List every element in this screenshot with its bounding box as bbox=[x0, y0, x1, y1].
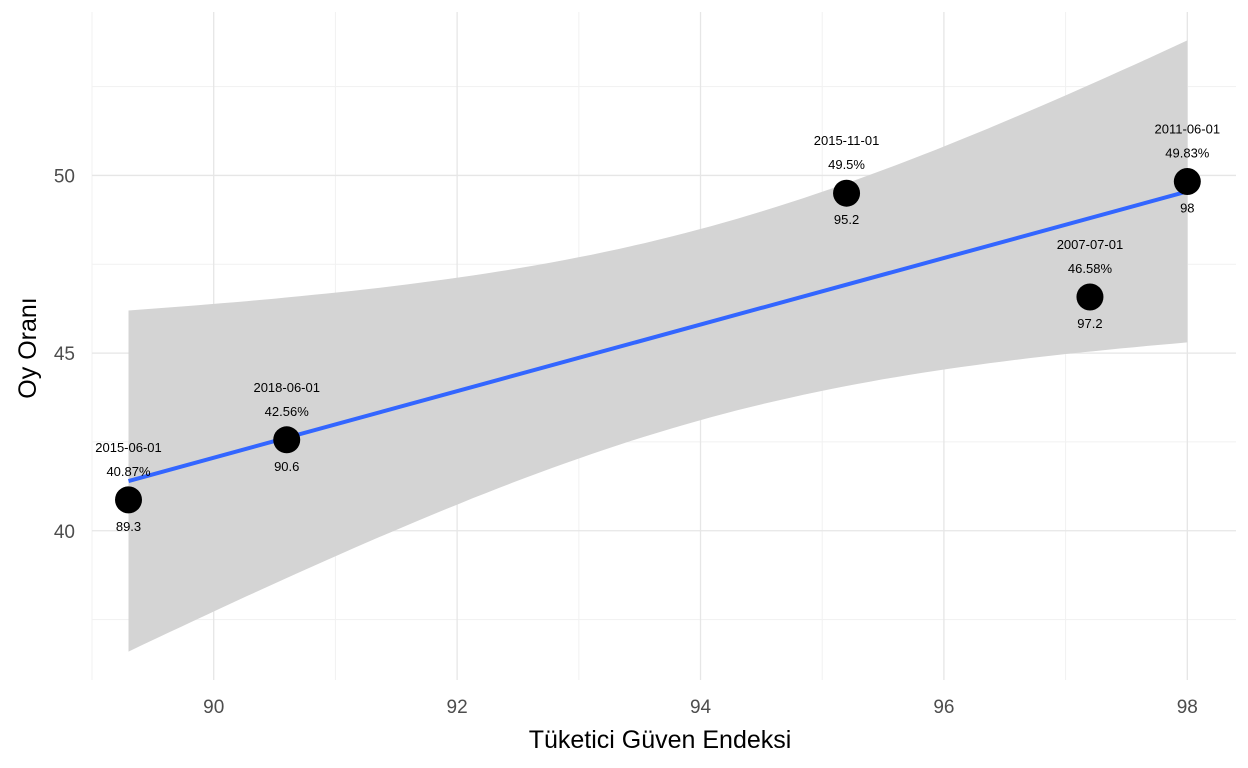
point-value-label: 40.87% bbox=[106, 464, 151, 479]
confidence-band-layer bbox=[128, 40, 1188, 652]
points-layer bbox=[115, 167, 1201, 514]
point-value-label: 49.5% bbox=[828, 157, 865, 172]
x-tick-label: 92 bbox=[447, 697, 468, 718]
trend-line bbox=[127, 189, 1188, 483]
data-point bbox=[833, 179, 861, 207]
point-value-label: 49.83% bbox=[1165, 145, 1210, 160]
data-point bbox=[273, 426, 301, 454]
point-value-label: 42.56% bbox=[265, 404, 310, 419]
point-date-label: 2011-06-01 bbox=[1155, 121, 1221, 136]
point-date-label: 2015-06-01 bbox=[95, 440, 162, 455]
point-date-label: 2015-11-01 bbox=[814, 133, 880, 148]
x-tick-label: 94 bbox=[690, 697, 712, 718]
point-x-label: 95.2 bbox=[834, 212, 859, 227]
x-tick-label: 98 bbox=[1177, 697, 1198, 718]
data-point bbox=[1173, 167, 1201, 195]
point-value-label: 46.58% bbox=[1068, 261, 1113, 276]
point-x-label: 98 bbox=[1180, 200, 1194, 215]
data-point bbox=[115, 486, 143, 514]
data-point bbox=[1076, 283, 1104, 311]
point-x-label: 89.3 bbox=[116, 519, 141, 534]
point-date-label: 2007-07-01 bbox=[1057, 237, 1124, 252]
x-tick-label: 90 bbox=[203, 697, 224, 718]
confidence-band bbox=[128, 40, 1188, 652]
point-date-label: 2018-06-01 bbox=[253, 380, 320, 395]
y-tick-label: 45 bbox=[54, 344, 75, 365]
point-x-label: 90.6 bbox=[274, 459, 299, 474]
y-axis-title: Oy Oranı bbox=[14, 297, 42, 398]
point-labels-layer: 2015-06-01 40.87% 89.3 2018-06-01 42.56% 90.6… bbox=[95, 121, 1220, 533]
y-tick-label: 40 bbox=[54, 522, 75, 543]
trend-line-layer bbox=[127, 189, 1188, 483]
point-x-label: 97.2 bbox=[1077, 316, 1102, 331]
tick-labels-layer: 90 92 94 96 98 40 45 50 bbox=[54, 166, 1198, 718]
y-tick-label: 50 bbox=[54, 166, 75, 187]
x-axis-title: Tüketici Güven Endeksi bbox=[529, 726, 792, 754]
x-tick-label: 96 bbox=[933, 697, 954, 718]
